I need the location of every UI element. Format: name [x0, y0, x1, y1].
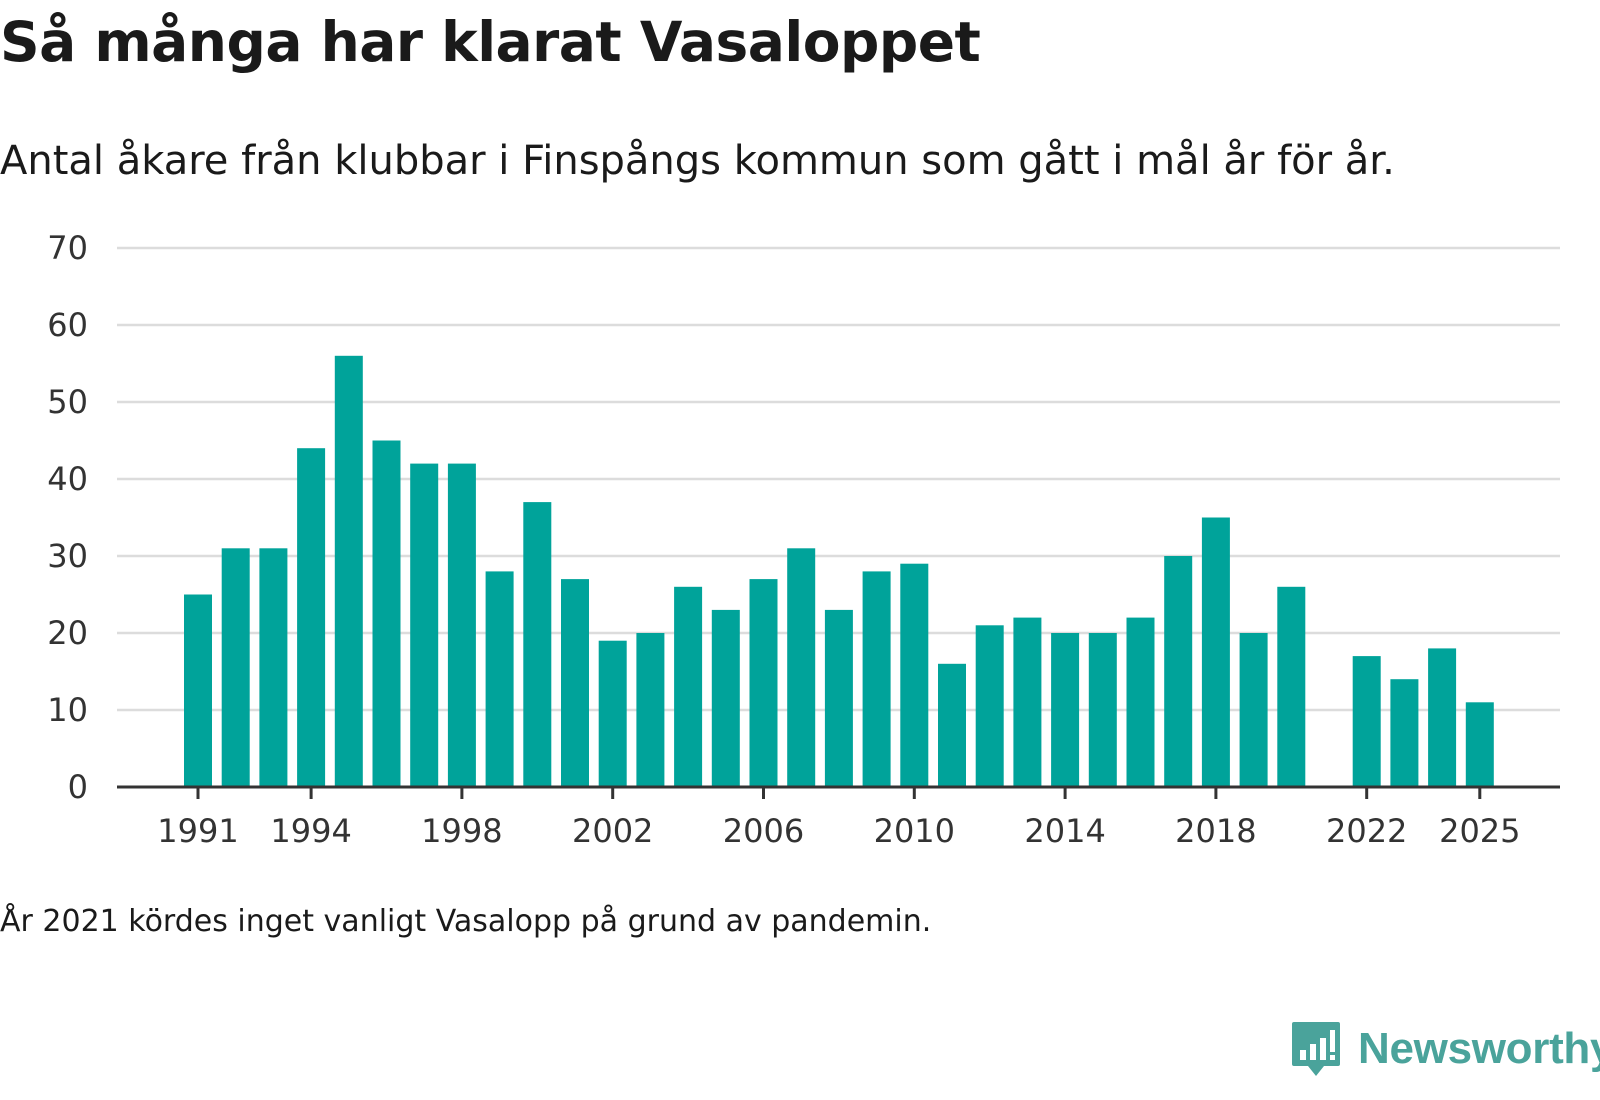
y-tick-label: 60: [47, 306, 88, 344]
bar-2010: 2010: 29: [900, 563, 929, 787]
y-tick-label: 30: [47, 537, 88, 575]
bars: 1991: 25 1992: 31 1993: 31 1994: 44 1995: 56…: [184, 355, 1494, 787]
y-tick-label: 70: [47, 229, 88, 267]
bar-2022: 2022: 17: [1352, 656, 1381, 787]
bar-1991: 1991: 25: [184, 594, 212, 787]
x-tick-label: 2022: [1326, 812, 1407, 850]
x-tick-label: 2006: [723, 812, 804, 850]
x-tick-labels: 1991 1994 1998 2002 2006 2010 2014 2018 2022 2025: [157, 812, 1520, 850]
x-tick-label: 1998: [421, 812, 502, 850]
x-tick-label: 2010: [874, 812, 955, 850]
bar-2006: 2006: 27: [749, 579, 778, 787]
bar-2025: 2025: 11: [1465, 702, 1494, 787]
y-tick-labels: 0 10 20 30 40 50 60 70: [47, 229, 88, 806]
bar-1994: 1994: 44: [297, 448, 326, 787]
bar-2009: 2009: 28: [862, 571, 891, 787]
bar-1995: 1995: 56: [334, 355, 363, 787]
x-axis: [117, 785, 1560, 799]
x-tick-label: 2014: [1024, 812, 1105, 850]
newsworthy-logo-icon: [1292, 1022, 1340, 1076]
bar-1992: 1992: 31: [221, 548, 250, 787]
bar-1997: 1997: 42: [410, 463, 439, 787]
bar-2015: 2015: 20: [1088, 633, 1117, 787]
footnote: År 2021 kördes inget vanligt Vasalopp på…: [0, 904, 932, 939]
bar-1993: 1993: 31: [259, 548, 288, 787]
brand-logo: Newsworthy: [1290, 1020, 1600, 1078]
bar-1996: 1996: 45: [372, 440, 401, 787]
bar-2011: 2011: 16: [938, 663, 966, 787]
brand-name: Newsworthy: [1358, 1024, 1600, 1073]
bar-2007: 2007: 31: [787, 548, 816, 787]
bar-2000: 2000: 37: [523, 502, 552, 787]
chart-subtitle: Antal åkare från klubbar i Finspångs kom…: [0, 138, 1395, 184]
bar-2013: 2013: 22: [1013, 617, 1042, 787]
bar-2005: 2005: 23: [711, 609, 740, 787]
bar-2004: 2004: 26: [674, 586, 703, 787]
x-tick-label: 2018: [1175, 812, 1256, 850]
bar-2018: 2018: 35: [1201, 517, 1230, 787]
bar-2023: 2023: 14: [1390, 679, 1419, 787]
bar-chart: 1991: 25 1992: 31 1993: 31 1994: 44 1995: 56…: [47, 229, 1560, 850]
bar-2016: 2016: 22: [1126, 617, 1155, 787]
bar-1999: 1999: 28: [485, 571, 514, 787]
y-tick-label: 10: [47, 691, 88, 729]
y-tick-label: 0: [68, 768, 88, 806]
chart-title: Så många har klarat Vasaloppet: [0, 10, 981, 74]
bar-2002: 2002: 19: [598, 640, 627, 787]
bar-2014: 2014: 20: [1051, 633, 1080, 787]
x-tick-label: 1991: [157, 812, 238, 850]
bar-2003: 2003: 20: [636, 633, 665, 787]
bar-2012: 2012: 21: [975, 625, 1004, 787]
y-tick-label: 50: [47, 383, 88, 421]
x-tick-label: 2025: [1439, 812, 1520, 850]
bar-2024: 2024: 18: [1428, 648, 1457, 787]
y-tick-label: 20: [47, 614, 88, 652]
y-tick-label: 40: [47, 460, 88, 498]
bar-2017: 2017: 30: [1164, 556, 1193, 787]
bar-2019: 2019: 20: [1239, 633, 1268, 787]
bar-2008: 2008: 23: [824, 609, 853, 787]
bar-2001: 2001: 27: [561, 579, 589, 787]
x-tick-label: 2002: [572, 812, 653, 850]
bar-2020: 2020: 26: [1277, 586, 1306, 787]
x-tick-label: 1994: [270, 812, 351, 850]
bar-1998: 1998: 42: [447, 463, 476, 787]
